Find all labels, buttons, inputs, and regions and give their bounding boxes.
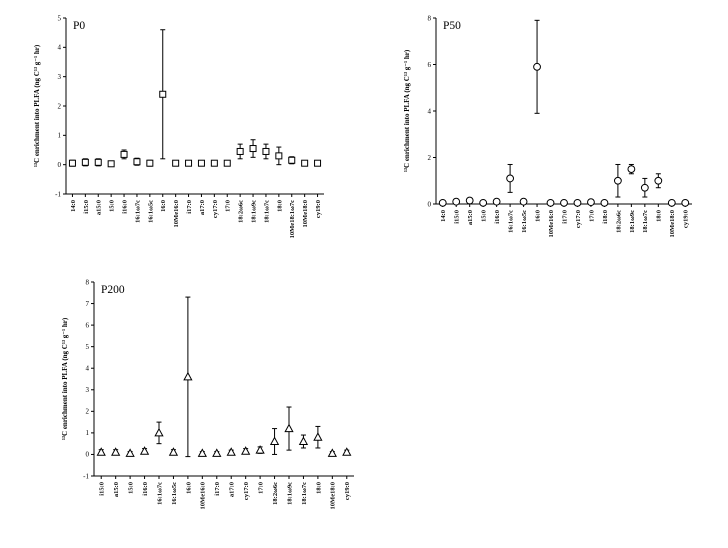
svg-text:i15:0: i15:0	[83, 200, 90, 214]
svg-text:16:0: 16:0	[185, 482, 192, 494]
svg-text:7: 7	[86, 300, 90, 308]
svg-text:2: 2	[86, 408, 90, 416]
svg-text:i17:0: i17:0	[214, 482, 221, 496]
chart-p50: 0 2 4 6 8 14:0 i15:0 a15:0 15:0 i16:0 16:1ω7c 16:1ω…	[398, 4, 706, 272]
svg-text:cy17:0: cy17:0	[575, 210, 582, 228]
svg-text:P50: P50	[443, 20, 461, 32]
svg-text:cy19:0: cy19:0	[315, 200, 322, 218]
svg-text:15:0: 15:0	[481, 210, 488, 222]
svg-text:¹³C enrichment into PLFA (ng C: ¹³C enrichment into PLFA (ng C¹³ g⁻¹ hr)	[61, 317, 69, 440]
svg-text:18:2ω6c: 18:2ω6c	[272, 482, 279, 505]
svg-text:i16:0: i16:0	[142, 482, 149, 496]
svg-text:4: 4	[428, 107, 432, 115]
svg-text:3: 3	[86, 386, 90, 394]
svg-text:a15:0: a15:0	[113, 482, 120, 497]
svg-text:1: 1	[86, 429, 90, 437]
svg-text:17:0: 17:0	[225, 200, 232, 212]
svg-text:i15:0: i15:0	[454, 210, 461, 224]
svg-text:2: 2	[428, 154, 432, 162]
svg-text:cy17:0: cy17:0	[212, 200, 219, 218]
svg-text:0: 0	[86, 451, 90, 459]
svg-text:18:1ω7c: 18:1ω7c	[642, 210, 649, 233]
svg-text:18:2ω6c: 18:2ω6c	[615, 210, 622, 233]
svg-text:4: 4	[86, 365, 90, 373]
svg-text:3: 3	[58, 73, 62, 81]
svg-text:14:0: 14:0	[70, 200, 77, 212]
svg-text:10Me18:0: 10Me18:0	[669, 210, 676, 237]
svg-text:2: 2	[58, 102, 62, 110]
svg-text:16:0: 16:0	[160, 200, 167, 212]
svg-text:0: 0	[58, 161, 62, 169]
chart-p200: -1 0 1 2 3 4 5 6 7 8 i15:0 a15:0 15:0 i16:0 16:1ω7c 16:…	[56, 268, 368, 544]
svg-text:8: 8	[86, 278, 90, 286]
svg-text:18:2ω6c: 18:2ω6c	[238, 200, 245, 223]
svg-text:i17:0: i17:0	[561, 210, 568, 224]
svg-text:P0: P0	[73, 20, 85, 32]
svg-text:P200: P200	[101, 284, 125, 296]
svg-text:16:1ω5c: 16:1ω5c	[171, 482, 178, 505]
svg-text:cy19:0: cy19:0	[683, 210, 690, 228]
chart-p0: -1 0 1 2 3 4 5 14:0 i15:0 a15:0 15:0 i16:0 16:1ω7c 16…	[28, 4, 338, 262]
svg-text:14:0: 14:0	[440, 210, 447, 222]
svg-text:16:1ω7c: 16:1ω7c	[156, 482, 163, 505]
svg-text:0: 0	[428, 200, 432, 208]
svg-text:18:0: 18:0	[315, 482, 322, 494]
svg-text:6: 6	[428, 61, 432, 69]
svg-text:10Me16:0: 10Me16:0	[548, 210, 555, 237]
svg-text:a17:0: a17:0	[229, 482, 236, 497]
svg-text:18:1ω9c: 18:1ω9c	[286, 482, 293, 505]
svg-text:a17:0: a17:0	[199, 200, 206, 215]
svg-text:10Me16:0: 10Me16:0	[173, 200, 180, 227]
svg-text:16:1ω5c: 16:1ω5c	[521, 210, 528, 233]
svg-text:-1: -1	[83, 472, 89, 480]
svg-text:4: 4	[58, 44, 62, 52]
svg-text:17:0: 17:0	[258, 482, 265, 494]
svg-text:16:1ω5c: 16:1ω5c	[147, 200, 154, 223]
svg-text:6: 6	[86, 321, 90, 329]
svg-text:cy17:0: cy17:0	[243, 482, 250, 500]
svg-text:18:0: 18:0	[656, 210, 663, 222]
svg-text:i18:0: i18:0	[602, 210, 609, 224]
svg-text:10Me18:1ω7c: 10Me18:1ω7c	[289, 200, 296, 238]
svg-text:-1: -1	[55, 190, 61, 198]
svg-text:16:1ω7c: 16:1ω7c	[508, 210, 515, 233]
svg-text:18:1ω9c: 18:1ω9c	[629, 210, 636, 233]
svg-text:10Me18:0: 10Me18:0	[302, 200, 309, 227]
svg-text:15:0: 15:0	[128, 482, 135, 494]
svg-text:a15:0: a15:0	[96, 200, 103, 215]
svg-text:¹³C enrichment into PLFA (ng C: ¹³C enrichment into PLFA (ng C¹³ g⁻¹ hr)	[33, 44, 41, 167]
svg-text:16:1ω7c: 16:1ω7c	[134, 200, 141, 223]
svg-text:18:0: 18:0	[276, 200, 283, 212]
svg-text:17:0: 17:0	[588, 210, 595, 222]
svg-text:18:1ω9c: 18:1ω9c	[250, 200, 257, 223]
svg-text:5: 5	[86, 343, 90, 351]
svg-text:cy19:0: cy19:0	[344, 482, 351, 500]
svg-text:15:0: 15:0	[109, 200, 116, 212]
svg-text:10Me16:0: 10Me16:0	[200, 482, 207, 509]
svg-text:i16:0: i16:0	[494, 210, 501, 224]
svg-text:i16:0: i16:0	[121, 200, 128, 214]
svg-text:16:0: 16:0	[534, 210, 541, 222]
svg-text:5: 5	[58, 14, 62, 22]
svg-text:i15:0: i15:0	[99, 482, 106, 496]
svg-text:10Me18:0: 10Me18:0	[330, 482, 337, 509]
svg-text:a15:0: a15:0	[467, 210, 474, 225]
svg-text:18:1ω7c: 18:1ω7c	[263, 200, 270, 223]
svg-text:18:1ω7c: 18:1ω7c	[301, 482, 308, 505]
svg-text:1: 1	[58, 132, 62, 140]
svg-text:¹³C enrichment into PLFA (ng C: ¹³C enrichment into PLFA (ng C¹³ g⁻¹ hr)	[403, 49, 411, 172]
svg-text:i17:0: i17:0	[186, 200, 193, 214]
svg-text:8: 8	[428, 14, 432, 22]
